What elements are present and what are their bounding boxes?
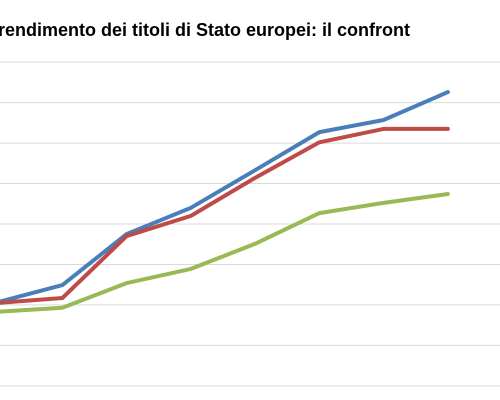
series-line bbox=[0, 126, 450, 305]
chart-title: rendimento dei titoli di Stato europei: … bbox=[0, 20, 410, 40]
series-line bbox=[0, 90, 450, 304]
series-line bbox=[0, 192, 450, 314]
